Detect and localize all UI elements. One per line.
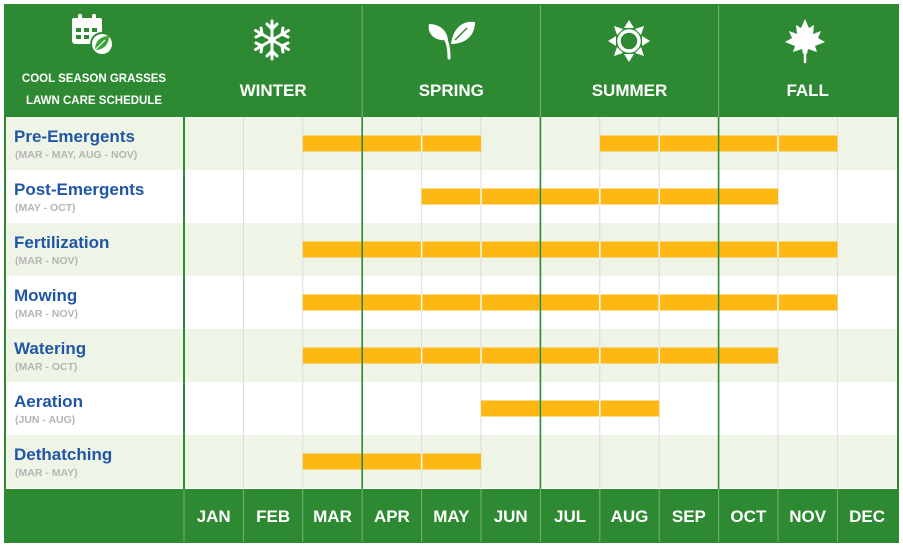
task-label: Pre-Emergents [14, 127, 135, 146]
month-label-may: MAY [433, 507, 470, 526]
chart-title-line-2: LAWN CARE SCHEDULE [26, 95, 162, 107]
schedule-bar [302, 453, 481, 470]
chart-title-line-1: COOL SEASON GRASSES [22, 73, 167, 85]
month-label-oct: OCT [730, 507, 767, 526]
sprout-icon [428, 21, 475, 60]
season-dividers [183, 5, 838, 542]
month-label-apr: APR [374, 507, 410, 526]
month-label-nov: NOV [789, 507, 827, 526]
season-labels: WINTER SPRING SUMMER FALL [240, 81, 829, 100]
month-label-dec: DEC [849, 507, 885, 526]
task-label: Dethatching [14, 445, 112, 464]
sun-icon [608, 20, 650, 62]
month-label-jul: JUL [554, 507, 586, 526]
season-label-fall: FALL [786, 81, 829, 100]
rows-layer [6, 117, 897, 488]
task-label: Mowing [14, 286, 77, 305]
maple-leaf-icon [785, 19, 825, 64]
task-label: Post-Emergents [14, 180, 144, 199]
calendar-leaf-icon [72, 14, 114, 56]
month-label-sep: SEP [672, 507, 706, 526]
label-column-footer [5, 489, 184, 542]
month-label-aug: AUG [611, 507, 649, 526]
row-labels: Pre-Emergents (MAR - MAY, AUG - NOV) Post-… [14, 127, 144, 479]
task-range-label: (MAR - MAY, AUG - NOV) [15, 149, 137, 161]
task-range-label: (MAR - OCT) [15, 361, 77, 373]
task-label: Watering [14, 339, 86, 358]
row-background [6, 382, 897, 435]
task-range-label: (JUN - AUG) [15, 414, 75, 426]
header-band [5, 5, 898, 117]
task-range-label: (MAY - OCT) [15, 202, 76, 214]
season-label-spring: SPRING [419, 81, 484, 100]
schedule-bar [302, 294, 838, 311]
schedule-bar [302, 241, 838, 258]
task-label: Aeration [14, 392, 83, 411]
schedule-bar [481, 400, 660, 417]
month-label-mar: MAR [313, 507, 352, 526]
schedule-bar [302, 135, 481, 152]
season-label-summer: SUMMER [592, 81, 668, 100]
task-label: Fertilization [14, 233, 109, 252]
task-range-label: (MAR - NOV) [15, 255, 78, 267]
season-label-winter: WINTER [240, 81, 307, 100]
month-label-jan: JAN [197, 507, 231, 526]
month-label-jun: JUN [494, 507, 528, 526]
task-range-label: (MAR - MAY) [15, 467, 78, 479]
task-range-label: (MAR - NOV) [15, 308, 78, 320]
snowflake-icon [254, 19, 290, 61]
month-label-feb: FEB [256, 507, 290, 526]
month-labels: JAN FEB MAR APR MAY JUN JUL AUG SEP OCT NOV DEC [197, 507, 885, 526]
